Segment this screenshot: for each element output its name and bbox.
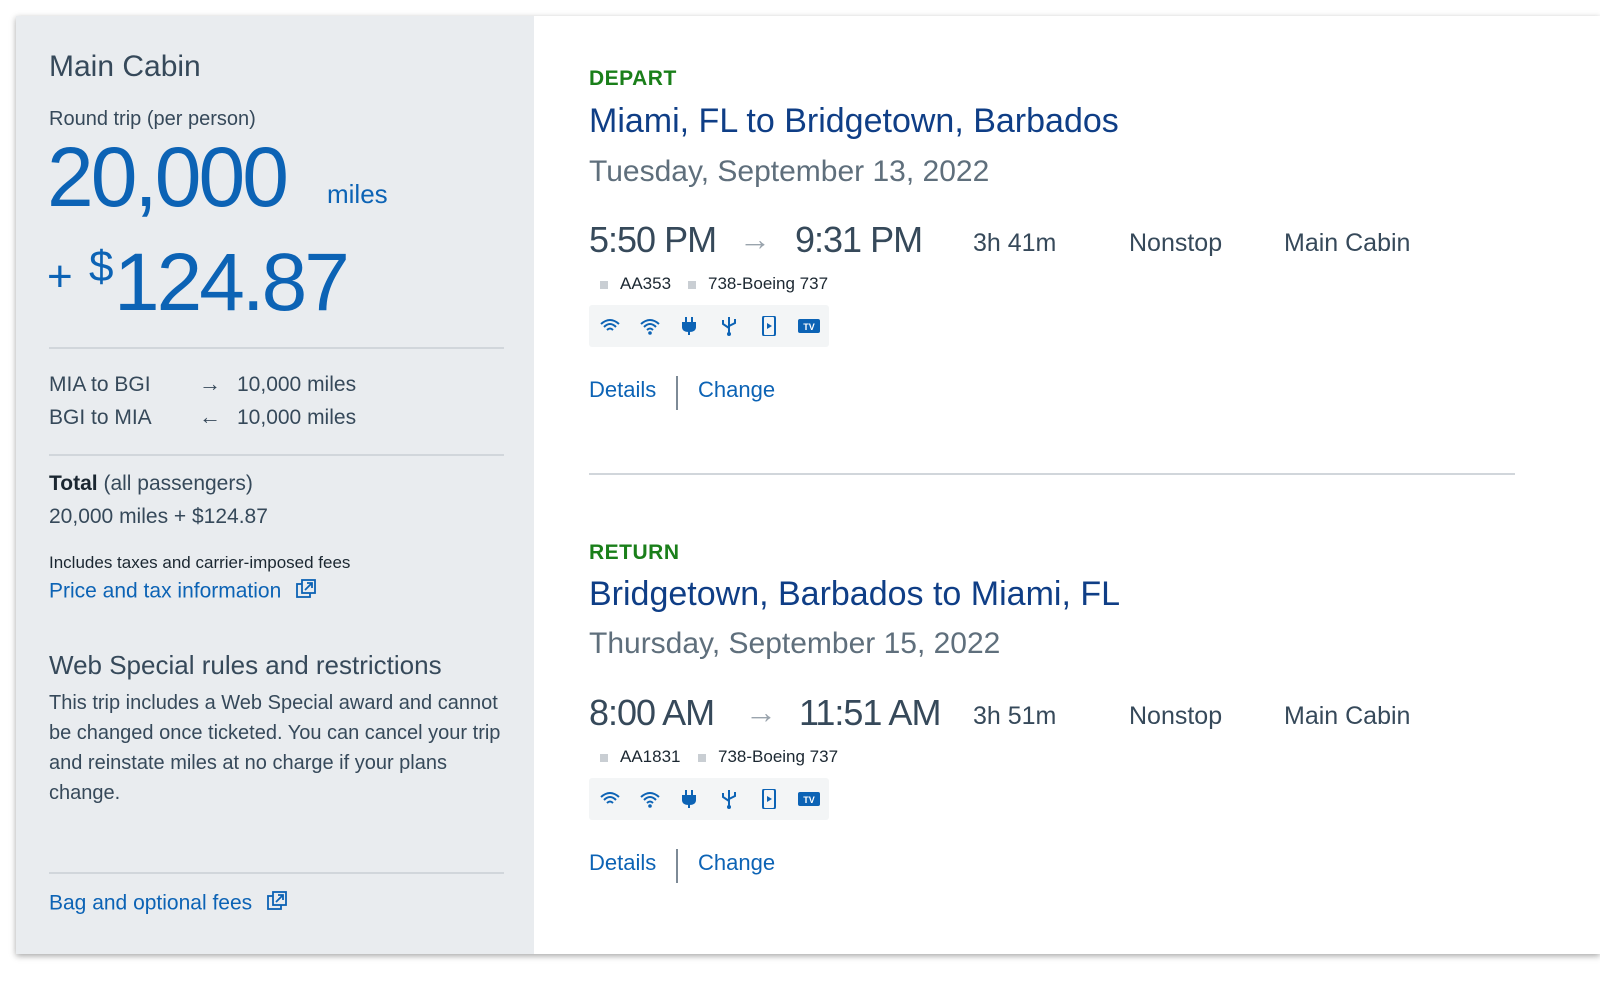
depart-label: DEPART — [589, 67, 677, 90]
bullet-icon — [688, 280, 696, 289]
stops: Nonstop — [1129, 702, 1223, 730]
return-label: RETURN — [589, 541, 680, 564]
price-tax-info-label: Price and tax information — [49, 579, 282, 603]
plus-sign: + — [47, 252, 73, 301]
cabin-title: Main Cabin — [49, 50, 201, 83]
bullet-icon — [600, 280, 608, 289]
flight-number: AA353 — [600, 274, 671, 294]
arrive-time: 9:31 PM — [795, 219, 923, 260]
bullet-icon — [600, 753, 608, 762]
amenities-bar[interactable]: TV — [589, 778, 829, 820]
cabin-class: Main Cabin — [1284, 702, 1411, 730]
total-suffix: (all passengers) — [103, 472, 253, 495]
flight-number: AA1831 — [600, 747, 681, 767]
rules-title: Web Special rules and restrictions — [49, 650, 442, 680]
rules-text: This trip includes a Web Special award a… — [49, 692, 501, 804]
svg-text:TV: TV — [803, 795, 815, 805]
details-link[interactable]: Details — [589, 850, 657, 875]
right-arrow-icon: → — [739, 221, 771, 257]
fees-note: Includes taxes and carrier-imposed fees — [49, 553, 351, 572]
itinerary-panel: DEPART Miami, FL to Bridgetown, Barbados… — [534, 16, 1600, 954]
duration: 3h 51m — [973, 702, 1057, 730]
power-outlet-icon — [682, 790, 696, 808]
divider — [49, 454, 504, 456]
segment-miles: 10,000 miles — [237, 373, 357, 396]
stops: Nonstop — [1129, 229, 1223, 257]
route-title: Bridgetown, Barbados to Miami, FL — [589, 575, 1121, 613]
total-value: 20,000 miles + $124.87 — [49, 505, 268, 528]
price-summary-panel: Main Cabin Round trip (per person) 20,00… — [16, 16, 534, 954]
cash-amount: 124.87 — [114, 237, 350, 328]
bag-fees-label: Bag and optional fees — [49, 891, 253, 915]
link-separator — [676, 376, 678, 410]
miles-unit: miles — [327, 179, 388, 209]
wifi-streaming-icon — [640, 319, 660, 335]
svg-text:TV: TV — [803, 322, 815, 332]
divider — [589, 473, 1515, 475]
external-link-icon — [266, 890, 288, 918]
device-entertainment-icon — [762, 316, 776, 336]
wifi-icon — [600, 792, 620, 804]
change-link[interactable]: Change — [698, 377, 776, 402]
divider — [49, 347, 504, 349]
right-arrow-icon: → — [199, 371, 221, 396]
segment-label: MIA to BGI — [49, 373, 151, 396]
segment-miles: 10,000 miles — [237, 406, 357, 429]
trip-type-label: Round trip (per person) — [49, 108, 256, 130]
aircraft: 738-Boeing 737 — [698, 747, 838, 767]
left-arrow-icon: ← — [199, 404, 221, 429]
arrive-time: 11:51 AM — [799, 692, 941, 733]
aircraft: 738-Boeing 737 — [688, 274, 828, 294]
flight-date: Thursday, September 15, 2022 — [589, 627, 1001, 660]
device-entertainment-icon — [762, 789, 776, 809]
right-arrow-icon: → — [745, 694, 777, 730]
usb-icon — [722, 317, 736, 336]
currency-symbol: $ — [89, 242, 114, 291]
price-tax-info-link[interactable]: Price and tax information — [49, 578, 317, 606]
duration: 3h 41m — [973, 229, 1057, 257]
bag-fees-link[interactable]: Bag and optional fees — [49, 890, 288, 918]
external-link-icon — [295, 578, 317, 606]
trip-summary-card: Main Cabin Round trip (per person) 20,00… — [16, 16, 1600, 954]
total-label: Total — [49, 472, 98, 495]
details-link[interactable]: Details — [589, 377, 657, 402]
tv-icon: TV — [798, 792, 820, 806]
bullet-icon — [698, 753, 706, 762]
usb-icon — [722, 790, 736, 809]
amenities-bar[interactable]: TV — [589, 305, 829, 347]
route-title: Miami, FL to Bridgetown, Barbados — [589, 102, 1119, 140]
depart-time: 5:50 PM — [589, 219, 717, 260]
segment-label: BGI to MIA — [49, 406, 152, 429]
change-link[interactable]: Change — [698, 850, 776, 875]
miles-amount: 20,000 — [47, 130, 289, 224]
total-heading: Total (all passengers) — [49, 472, 253, 496]
cabin-class: Main Cabin — [1284, 229, 1411, 257]
wifi-streaming-icon — [640, 792, 660, 808]
divider — [49, 872, 504, 874]
link-separator — [676, 849, 678, 883]
wifi-icon — [600, 319, 620, 331]
power-outlet-icon — [682, 317, 696, 335]
depart-time: 8:00 AM — [589, 692, 715, 733]
flight-date: Tuesday, September 13, 2022 — [589, 155, 990, 188]
tv-icon: TV — [798, 319, 820, 333]
